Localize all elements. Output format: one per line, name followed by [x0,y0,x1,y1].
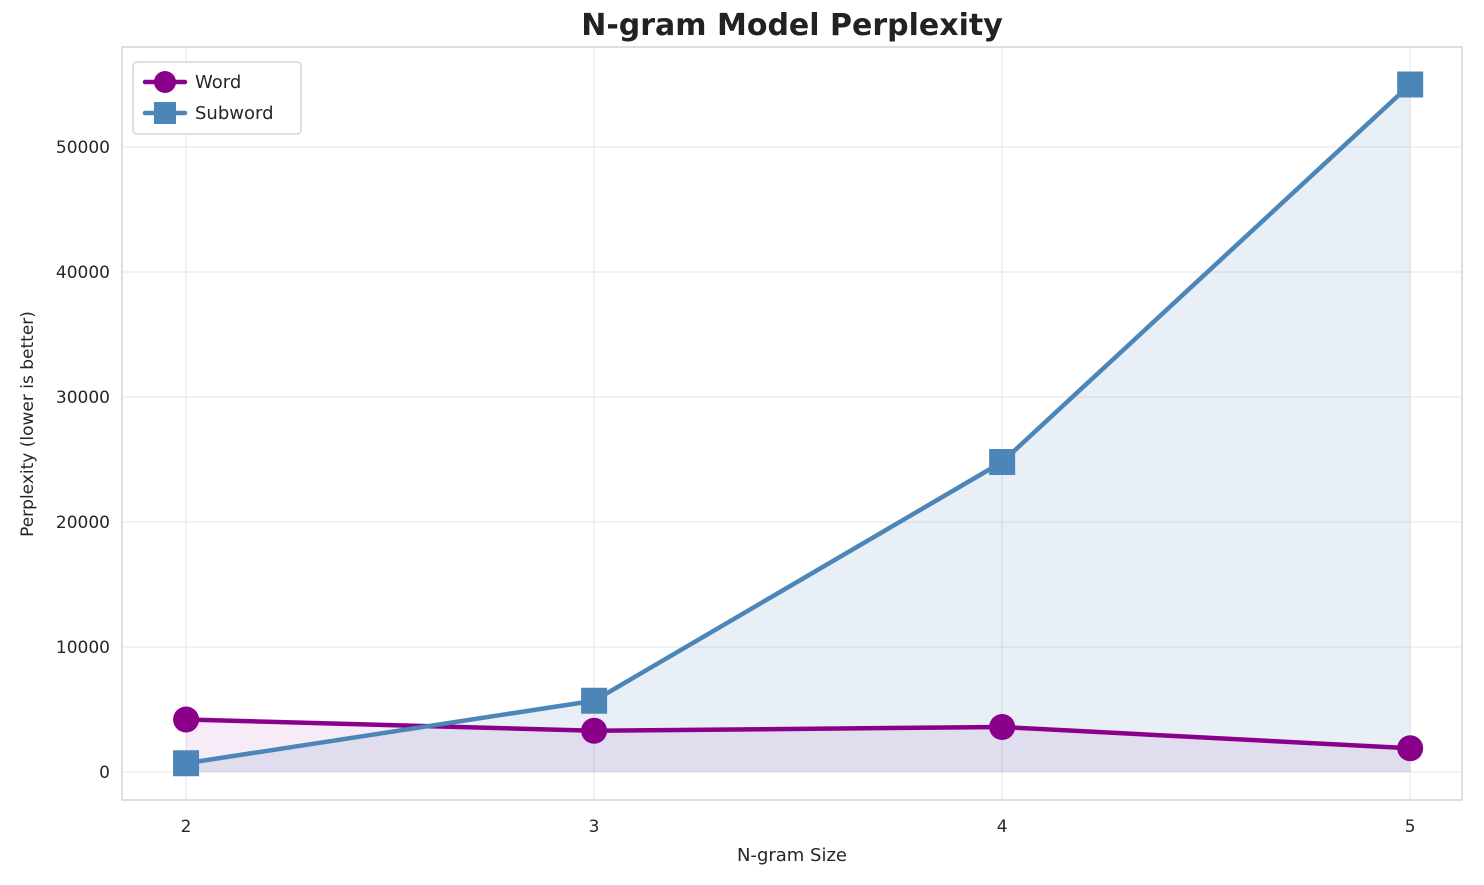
legend-marker-subword [154,102,176,124]
legend-label-word: Word [195,72,241,93]
data-point-word [581,717,608,744]
data-point-subword [1397,71,1424,98]
y-tick-label: 30000 [56,388,110,408]
y-tick-label: 40000 [56,263,110,283]
x-tick-label: 2 [181,817,192,837]
y-tick-label: 20000 [56,513,110,533]
data-point-word [1397,735,1424,762]
y-tick-label: 10000 [56,638,110,658]
legend-marker-word [154,71,176,93]
data-point-subword [173,750,200,777]
data-point-subword [581,687,608,714]
series-line-subword [183,82,1413,766]
data-point-word [989,714,1016,740]
plot-border [121,46,1463,801]
data-point-word [173,706,200,733]
y-tick-label: 0 [99,763,110,783]
series-area-subword [186,84,1411,772]
x-tick-label: 3 [589,817,600,837]
x-tick-label: 5 [1405,817,1416,837]
y-tick-label: 50000 [56,138,110,158]
chart-title: N-gram Model Perplexity [581,8,1003,43]
x-tick-label: 4 [997,817,1008,837]
series-line-word [183,717,1413,751]
x-axis-label: N-gram Size [736,845,848,866]
data-point-subword [989,449,1016,475]
legend-label-subword: Subword [195,103,274,124]
